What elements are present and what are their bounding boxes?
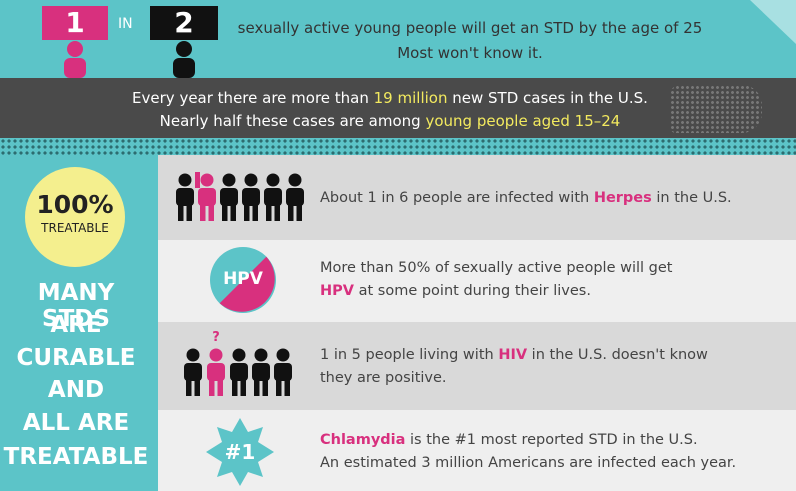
us-map — [670, 85, 762, 133]
top-line: Most won't know it. — [397, 44, 543, 62]
text: in the U.S. doesn't know — [527, 347, 708, 363]
rank-icon: #1 — [224, 440, 256, 464]
highlight: Chlamydia — [320, 432, 406, 448]
highlight: HPV — [320, 283, 354, 299]
text: 1 in 5 people living with — [320, 347, 499, 363]
badge-value: 100% — [36, 190, 114, 219]
stats-line: Nearly half these cases are among young … — [0, 112, 780, 130]
badge-label: TREATABLE — [41, 221, 109, 235]
highlight: Herpes — [593, 190, 652, 206]
in-label: IN — [118, 16, 133, 32]
stats-line: Every year there are more than 19 millio… — [0, 89, 780, 107]
side-heading: ARE — [50, 312, 102, 338]
badge — [25, 167, 125, 267]
top-line: sexually active young people will get an… — [237, 19, 703, 37]
text: An estimated 3 million Americans are inf… — [320, 455, 737, 471]
top-band — [0, 0, 796, 78]
text: they are positive. — [320, 370, 447, 386]
text: Nearly half these cases are among — [159, 112, 426, 130]
side-heading: TREATABLE — [3, 444, 149, 470]
highlight: young people aged 15–24 — [425, 112, 621, 130]
top-figures — [42, 0, 796, 78]
side-heading: MANY STDS — [37, 280, 115, 332]
text: About 1 in 6 people are infected with — [320, 190, 594, 206]
sign-one: 1 — [65, 6, 85, 39]
row-text: HPV at some point during their lives. — [320, 280, 591, 303]
hpv-icon: HPV — [223, 269, 263, 289]
question-mark: ? — [212, 330, 220, 345]
side-heading: ALL ARE — [22, 410, 130, 436]
row-text: they are positive. — [320, 367, 447, 390]
text: Every year there are more than — [132, 89, 374, 107]
stats-band — [0, 78, 796, 138]
row-text: Chlamydia is the #1 most reported STD in… — [320, 429, 698, 452]
row-text: More than 50% of sexually active people … — [320, 257, 672, 280]
text: is the #1 most reported STD in the U.S. — [405, 432, 698, 448]
text: new STD cases in the U.S. — [447, 89, 648, 107]
row-text: 1 in 5 people living with HIV in the U.S… — [320, 344, 708, 367]
row-text: About 1 in 6 people are infected with He… — [320, 187, 732, 210]
highlight: HIV — [498, 347, 528, 363]
dotted-strip — [0, 138, 796, 155]
row-text: An estimated 3 million Americans are inf… — [320, 452, 736, 475]
highlight: 19 million — [373, 89, 448, 107]
sign-two: 2 — [174, 6, 194, 39]
text: More than 50% of sexually active people … — [320, 260, 673, 276]
side-heading: CURABLE — [16, 345, 136, 371]
side-heading: AND — [47, 377, 105, 403]
text: in the U.S. — [651, 190, 732, 206]
text: at some point during their lives. — [353, 283, 591, 299]
